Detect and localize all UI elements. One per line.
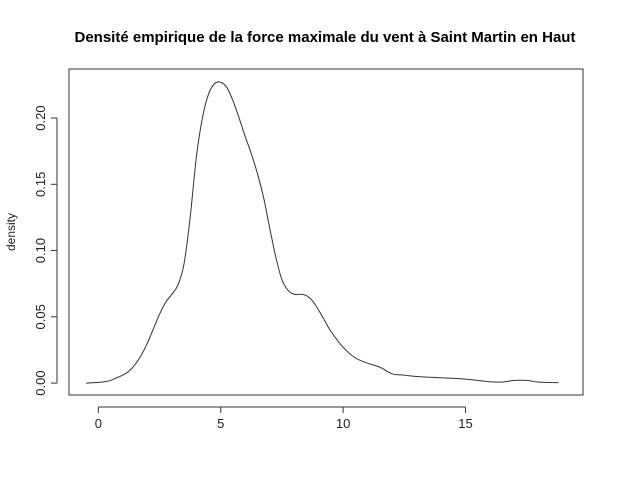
y-tick-label: 0.05 <box>33 304 48 329</box>
y-tick-label: 0.20 <box>33 105 48 130</box>
x-tick-label: 5 <box>217 416 224 431</box>
x-tick-label: 15 <box>458 416 472 431</box>
chart-title: Densité empirique de la force maximale d… <box>75 29 576 46</box>
x-tick-label: 0 <box>95 416 102 431</box>
plot-area: 0 5 10 15 0.00 0.05 0.10 0.15 0.20 <box>33 68 584 431</box>
x-tick-label: 10 <box>336 416 350 431</box>
y-axis-label: density <box>4 213 18 251</box>
plot-frame <box>68 68 584 396</box>
density-curve <box>86 81 559 384</box>
y-tick-label: 0.00 <box>33 370 48 395</box>
y-tick-label: 0.10 <box>33 238 48 263</box>
y-tick-label: 0.15 <box>33 172 48 197</box>
